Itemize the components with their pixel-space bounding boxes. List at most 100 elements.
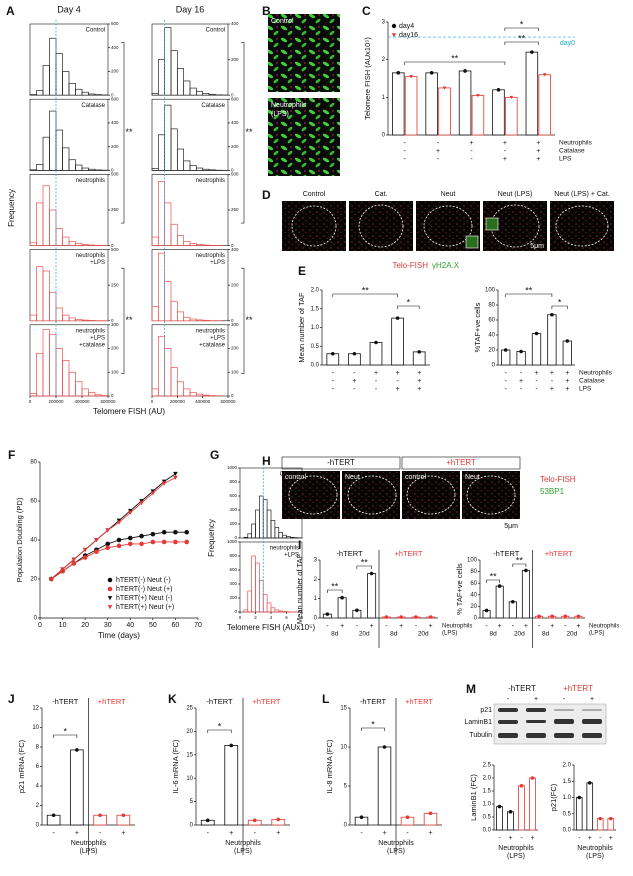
histogram-bin — [94, 394, 102, 397]
condition-value: - — [396, 378, 399, 385]
image-label: control — [405, 474, 426, 481]
histogram-bin — [262, 594, 268, 613]
marker — [71, 557, 77, 562]
x-tick-label: 600000 — [100, 399, 116, 404]
x-axis-label: (LPS) — [80, 848, 98, 855]
blot-row-label: p21 — [480, 707, 492, 714]
panel-label: G — [210, 448, 219, 462]
marker — [577, 795, 582, 800]
marker — [161, 481, 167, 486]
y-tick-label: 400 — [231, 120, 239, 125]
legend-label: Telo-FISH — [392, 261, 428, 270]
subgroup-label: 8d — [542, 631, 550, 638]
marker — [608, 816, 613, 821]
subplot-label: neutrophils — [270, 546, 299, 552]
condition-value: + — [550, 370, 554, 377]
y-tick-label: 1.5 — [563, 779, 572, 785]
bar — [492, 89, 505, 136]
y-tick-label: 0 — [231, 243, 234, 248]
x-tick-label: 30 — [104, 622, 112, 629]
condition-value: + — [429, 623, 433, 630]
histogram-bin — [29, 94, 37, 96]
histogram-bin — [55, 307, 63, 322]
subplot-label: +catalase — [199, 342, 226, 348]
histogram-bin — [247, 590, 252, 613]
bar — [516, 351, 526, 366]
y-tick-label: 0.5 — [311, 344, 320, 350]
condition-value: + — [588, 835, 592, 842]
bar — [369, 342, 383, 366]
x-axis-label: (LPS) — [586, 853, 604, 860]
x-axis-label: Telomere FISH (AU) — [93, 407, 165, 416]
condition-value: - — [326, 623, 329, 630]
y-tick-label: 1000 — [227, 465, 238, 470]
histogram-bin — [55, 129, 63, 171]
marker — [414, 615, 418, 619]
histogram-bin — [202, 93, 210, 96]
condition-value: + — [417, 386, 421, 393]
y-tick-label: 200 — [111, 346, 119, 351]
x-tick-label: 8 — [301, 615, 304, 620]
bar — [575, 797, 583, 831]
image-label: Control — [303, 191, 326, 198]
marker — [107, 586, 113, 592]
condition-value: + — [396, 370, 400, 377]
marker — [107, 596, 113, 601]
marker — [391, 23, 397, 29]
histogram-bin — [68, 159, 76, 171]
bar — [224, 745, 239, 826]
y-tick-label: 10 — [186, 776, 193, 782]
y-axis-label: p21(FC) — [549, 783, 558, 811]
y-tick-label: 1 — [314, 596, 318, 602]
histogram-bin — [157, 252, 166, 322]
bar — [521, 570, 530, 619]
histogram-bin — [49, 37, 57, 96]
panel-label: B — [262, 4, 271, 18]
condition-value: - — [520, 386, 523, 393]
marker — [509, 95, 514, 100]
subplot-label: Catalase — [201, 103, 225, 109]
histogram-bin — [183, 388, 191, 397]
micrograph — [282, 471, 340, 519]
y-tick-label: 6 — [36, 764, 40, 770]
panel-b: B Control Neutrophils (LPS) — [262, 4, 340, 176]
histogram-bin — [278, 610, 283, 613]
y-tick-label: 15 — [340, 706, 347, 712]
histogram-bin — [282, 534, 287, 539]
group-label: -hTERT — [360, 697, 387, 706]
histogram-bin — [81, 244, 89, 246]
marker — [276, 817, 281, 822]
y-tick-label: 200 — [111, 69, 119, 74]
subgroup-label: 20d — [514, 631, 525, 638]
x-axis-label: (LPS) — [387, 848, 405, 855]
significance-bracket — [121, 267, 125, 374]
y-tick-label: 5 — [190, 799, 194, 805]
histogram-bin — [183, 160, 191, 171]
y-axis-label: Frequency — [207, 519, 216, 557]
y-tick-label: 0 — [234, 535, 237, 540]
micrograph — [268, 98, 340, 176]
y-tick-label: 0 — [231, 168, 234, 173]
marker — [396, 71, 401, 75]
histogram-bin — [36, 352, 44, 397]
y-tick-label: 1.0 — [311, 325, 320, 331]
y-tick-label: 0 — [492, 363, 496, 369]
blot-row-label: LaminB1 — [464, 719, 492, 726]
histogram-bin — [286, 536, 291, 539]
marker — [127, 541, 133, 547]
histogram-bin — [270, 607, 276, 613]
y-axis-label: Frequency — [7, 189, 16, 227]
subplot-label: Control — [280, 472, 299, 478]
marker — [463, 69, 467, 73]
significance-bracket — [327, 589, 343, 593]
x-axis-label: Neutrophils — [378, 840, 414, 847]
group-label: +hTERT — [563, 684, 593, 693]
significance-bracket — [486, 579, 500, 583]
histogram-bin — [202, 319, 210, 322]
histogram-bin — [75, 243, 83, 246]
marker — [497, 584, 502, 588]
histogram-bin — [170, 367, 178, 397]
histogram-bin — [151, 168, 159, 171]
condition-name: (LPS) — [442, 631, 457, 637]
